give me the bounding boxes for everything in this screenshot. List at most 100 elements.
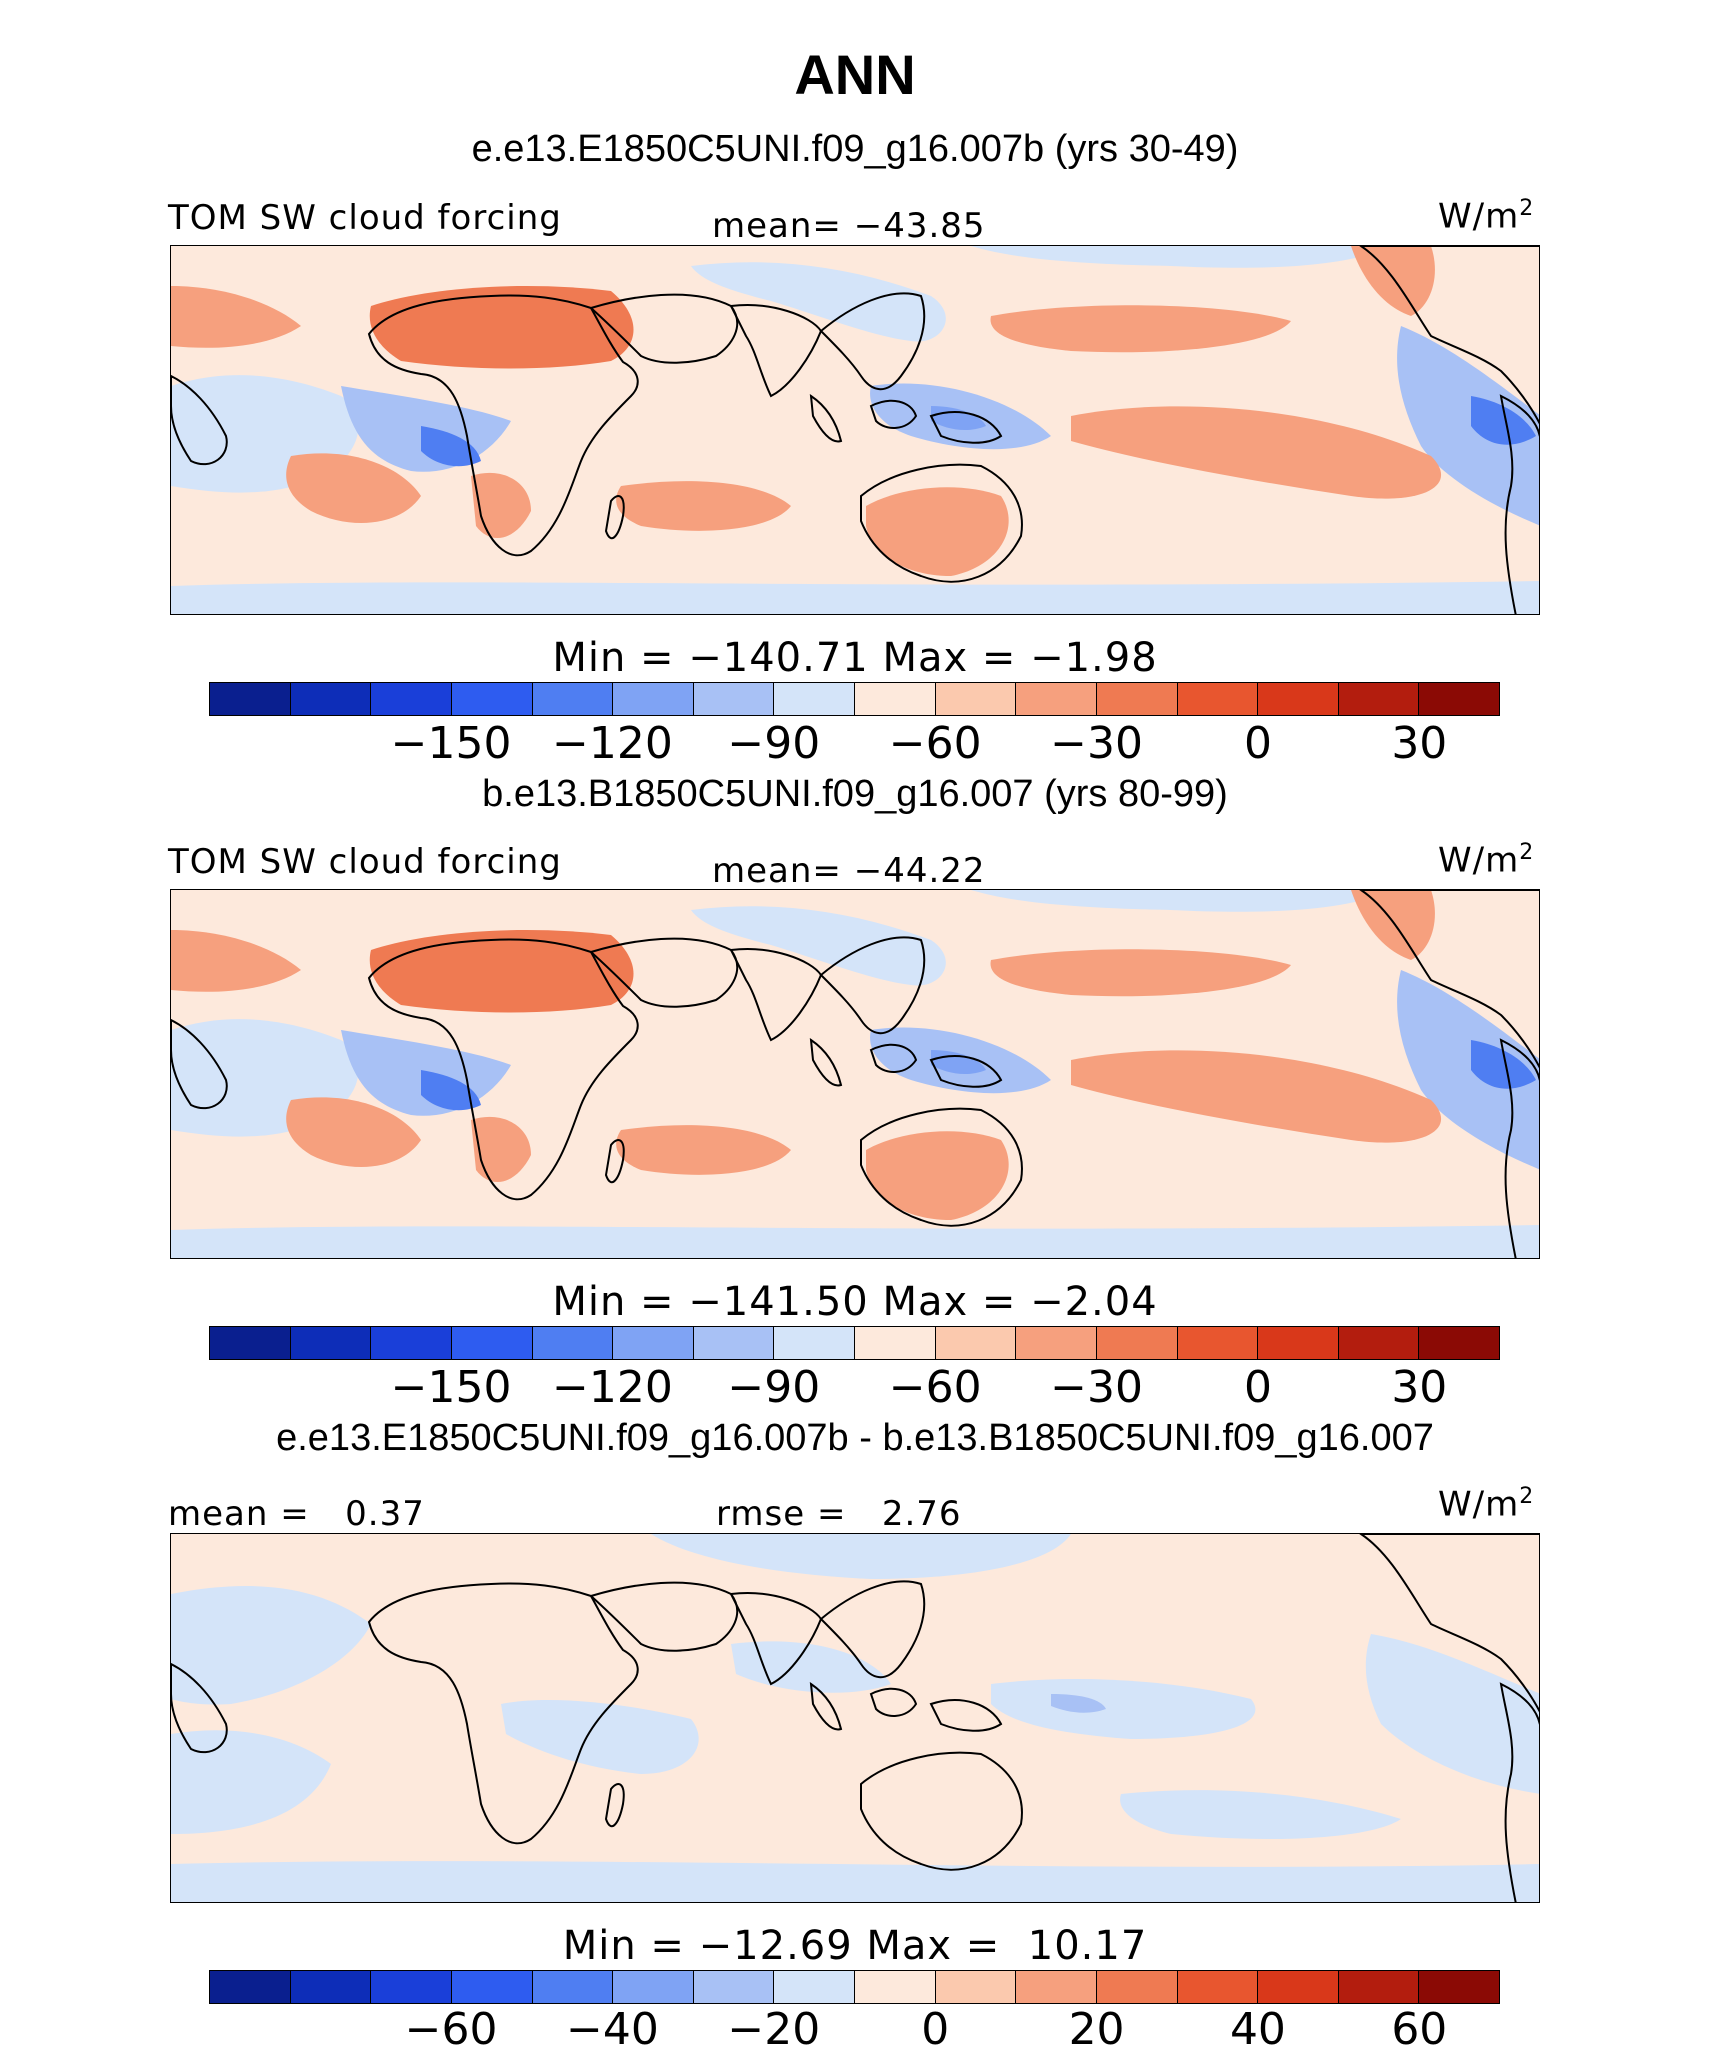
colorbar-tick-label: 0 <box>921 2004 950 2055</box>
panel-3-ticks: −60 −40 −20 0 20 40 60 <box>0 2004 1710 2055</box>
region-contour <box>286 453 421 523</box>
colorbar-box <box>1096 683 1178 715</box>
coastline <box>589 937 739 1008</box>
colorbar-box <box>290 1327 372 1359</box>
colorbar-box <box>1419 1971 1499 2003</box>
coastline <box>171 1662 228 1754</box>
colorbar-tick-label: −120 <box>552 1362 673 1413</box>
panel-3-colorbar <box>209 1970 1500 2004</box>
colorbar-box <box>532 683 614 715</box>
coastline <box>819 936 926 1035</box>
colorbar-box <box>210 1971 291 2003</box>
colorbar-box <box>1096 1327 1178 1359</box>
colorbar-box <box>855 1971 936 2003</box>
coastline <box>729 948 823 1042</box>
panel-1-left-label: TOM SW cloud forcing <box>168 198 562 238</box>
coastline <box>860 463 1023 583</box>
coastline <box>819 1580 926 1679</box>
colorbar-box <box>1177 1327 1259 1359</box>
coastline <box>809 393 843 443</box>
colorbar-box <box>774 1327 855 1359</box>
map-background <box>171 1534 1539 1902</box>
panel-1-colorbar <box>209 682 1500 716</box>
colorbar-box <box>532 1327 614 1359</box>
coastline <box>729 1592 823 1686</box>
coastline <box>1359 890 1539 1069</box>
colorbar-box <box>290 1971 372 2003</box>
panel-3-map <box>170 1533 1540 1903</box>
colorbar-box <box>613 1971 694 2003</box>
panel-1-center-label: mean= −43.85 <box>712 206 986 246</box>
region-contour <box>171 286 301 348</box>
colorbar-box <box>1096 1971 1178 2003</box>
colorbar-tick-label: −60 <box>888 1362 982 1413</box>
colorbar-box <box>1016 683 1097 715</box>
panel-2-left-label: TOM SW cloud forcing <box>168 842 562 882</box>
colorbar-tick-label: −150 <box>390 718 512 769</box>
region-contour <box>421 426 481 467</box>
panel-3-subtitle: e.e13.E1850C5UNI.f09_g16.007b - b.e13.B1… <box>276 1417 1434 1459</box>
colorbar-box <box>371 1971 452 2003</box>
region-contour <box>691 262 946 342</box>
colorbar-tick-label: −60 <box>888 718 982 769</box>
colorbar-box <box>1177 683 1259 715</box>
panel-2-map <box>170 889 1540 1259</box>
coastline <box>589 293 739 364</box>
colorbar-tick-label: −30 <box>1050 718 1143 769</box>
colorbar-box <box>1419 683 1499 715</box>
colorbar-tick-label: 30 <box>1391 1362 1448 1413</box>
colorbar-box <box>451 1971 533 2003</box>
colorbar-box <box>693 1971 775 2003</box>
region-contour <box>171 1730 331 1834</box>
region-contour <box>971 890 1391 912</box>
coastline <box>1359 1534 1539 1713</box>
colorbar-box <box>1016 1971 1097 2003</box>
coastline <box>929 411 1003 444</box>
coastline <box>604 1783 625 1828</box>
colorbar-box <box>774 1971 855 2003</box>
region-contour <box>1071 406 1442 499</box>
colorbar-box <box>451 683 533 715</box>
panel-2-colorbar <box>209 1326 1500 1360</box>
region-contour <box>691 906 946 986</box>
panel-3-center-label: rmse = 2.76 <box>716 1494 962 1534</box>
colorbar-box <box>935 683 1017 715</box>
region-contour <box>990 305 1291 353</box>
region-contour <box>991 1679 1256 1739</box>
panel-3-minmax: Min = −12.69 Max = 10.17 <box>562 1923 1148 1969</box>
coastline <box>929 1699 1003 1732</box>
coastline <box>367 294 639 557</box>
coastline <box>869 1043 918 1073</box>
region-contour <box>616 481 791 531</box>
panel-2-ticks: −150 −120 −90 −60 −30 0 30 <box>0 1362 1710 1413</box>
colorbar-box <box>1338 1327 1420 1359</box>
colorbar-box <box>935 1327 1017 1359</box>
colorbar-tick-label: 0 <box>1243 1362 1272 1413</box>
colorbar-box <box>371 683 452 715</box>
region-contour <box>651 1534 1071 1579</box>
colorbar-box <box>693 683 775 715</box>
colorbar-tick-label: 30 <box>1391 718 1448 769</box>
panel-1-subtitle: e.e13.E1850C5UNI.f09_g16.007b (yrs 30-49… <box>471 128 1239 170</box>
region-contour <box>866 1131 1009 1220</box>
panel-3-left-label: mean = 0.37 <box>168 1494 425 1534</box>
region-contour <box>171 930 301 992</box>
panel-1-units: W/m2 <box>1438 196 1535 237</box>
panel-2-subtitle: b.e13.B1850C5UNI.f09_g16.007 (yrs 80-99) <box>482 773 1228 815</box>
colorbar-tick-label: −60 <box>404 2004 498 2055</box>
region-contour <box>171 1861 1539 1902</box>
region-contour <box>471 1116 531 1182</box>
colorbar-tick-label: −20 <box>727 2004 821 2055</box>
region-contour <box>1365 1634 1539 1794</box>
region-contour <box>971 246 1391 268</box>
coastline <box>604 495 625 540</box>
region-contour <box>731 1641 891 1693</box>
coastline <box>869 1687 918 1717</box>
colorbar-box <box>210 683 291 715</box>
region-contour <box>369 930 634 1013</box>
colorbar-box <box>855 1327 936 1359</box>
coastline <box>729 304 823 398</box>
coastline <box>1499 394 1539 614</box>
coastline <box>869 399 918 429</box>
panel-1-map <box>170 245 1540 615</box>
